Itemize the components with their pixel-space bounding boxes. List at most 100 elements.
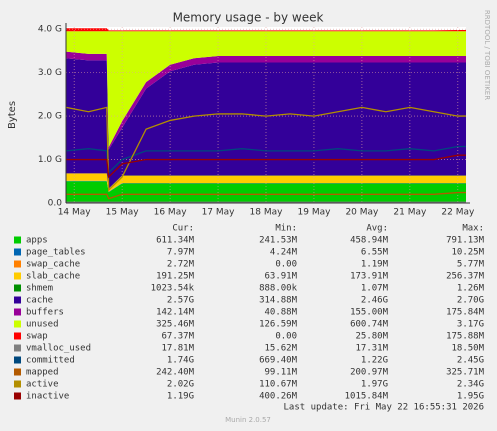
legend-value: 2.46G [361, 296, 388, 306]
legend-value: 67.37M [161, 332, 194, 342]
legend-value: 173.91M [350, 272, 389, 282]
x-tick-label: 17 May [202, 208, 236, 218]
legend-swatch [14, 308, 21, 316]
legend-value: 175.84M [446, 308, 485, 318]
area-swap [66, 28, 466, 32]
legend-value: 1.22G [361, 356, 388, 366]
legend-value: 3.17G [457, 320, 484, 330]
legend-value: 0.00 [275, 332, 297, 342]
legend-value: 191.25M [156, 272, 195, 282]
legend-value: 791.13M [446, 236, 485, 246]
legend-value: 1.19G [167, 392, 194, 402]
legend-value: 1.95G [457, 392, 484, 402]
legend-value: 1023.54k [151, 284, 195, 294]
footer: Last update: Fri May 22 16:55:31 2026 [284, 403, 484, 413]
legend-value: 6.55M [361, 248, 389, 258]
y-tick-label: 0.0 [48, 199, 63, 209]
legend-header: Avg: [366, 224, 388, 234]
legend-value: 2.57G [167, 296, 194, 306]
legend-value: 18.50M [451, 344, 484, 354]
legend-value: 241.53M [259, 236, 298, 246]
x-tick-label: 18 May [250, 208, 284, 218]
legend-value: 1.74G [167, 356, 194, 366]
legend-value: 126.59M [259, 320, 298, 330]
legend-label: page_tables [26, 248, 86, 258]
legend-value: 1015.84M [345, 392, 389, 402]
legend-value: 325.46M [156, 320, 195, 330]
legend-value: 110.67M [259, 380, 298, 390]
legend-swatch [14, 284, 21, 292]
legend-swatch [14, 344, 21, 352]
legend-swatch [14, 320, 21, 328]
legend-value: 2.70G [457, 296, 484, 306]
y-tick-label: 3.0 G [38, 68, 62, 78]
version: Munin 2.0.57 [225, 416, 271, 424]
legend-label: apps [26, 236, 48, 246]
legend-header: Max: [462, 224, 484, 234]
legend-value: 175.88M [446, 332, 485, 342]
legend-value: 17.81M [161, 344, 194, 354]
line-mapped [66, 191, 466, 200]
legend-label: committed [26, 356, 75, 366]
legend-label: mapped [26, 368, 59, 378]
legend-swatch [14, 392, 21, 400]
legend-value: 99.11M [264, 368, 297, 378]
legend-swatch [14, 368, 21, 376]
legend-label: active [26, 380, 59, 390]
legend-value: 25.80M [355, 332, 388, 342]
line-inactive [66, 154, 466, 179]
legend-value: 1.19M [361, 260, 389, 270]
legend-label: inactive [26, 392, 69, 402]
legend-value: 2.45G [457, 356, 484, 366]
legend-value: 669.40M [259, 356, 298, 366]
x-tick-label: 14 May [58, 208, 92, 218]
legend-swatch [14, 380, 21, 388]
legend-value: 611.34M [156, 236, 195, 246]
legend-value: 0.00 [275, 260, 297, 270]
chart-title: Memory usage - by week [173, 11, 324, 25]
legend-header: Cur: [172, 224, 194, 234]
legend-value: 15.62M [264, 344, 297, 354]
y-axis-label: Bytes [7, 101, 18, 129]
legend-value: 200.97M [350, 368, 389, 378]
legend-value: 242.40M [156, 368, 195, 378]
legend-value: 7.97M [167, 248, 195, 258]
legend-swatch [14, 272, 21, 280]
legend-label: swap_cache [26, 260, 80, 270]
legend-value: 5.77M [457, 260, 485, 270]
legend-value: 63.91M [264, 272, 297, 282]
y-tick-label: 1.0 G [38, 155, 62, 165]
legend-value: 155.00M [350, 308, 389, 318]
area-unused [66, 31, 466, 148]
legend-label: unused [26, 320, 59, 330]
legend-value: 40.88M [264, 308, 297, 318]
x-tick-label: 20 May [345, 208, 379, 218]
x-tick-label: 19 May [298, 208, 332, 218]
line-committed [65, 145, 466, 174]
legend-value: 256.37M [446, 272, 485, 282]
legend-value: 458.94M [350, 236, 389, 246]
legend-value: 2.72M [167, 260, 195, 270]
legend-value: 2.34G [457, 380, 484, 390]
area-swap_cache [66, 180, 466, 192]
legend-label: shmem [26, 284, 53, 294]
legend-swatch [14, 332, 21, 340]
x-tick-label: 21 May [393, 208, 427, 218]
legend-value: 2.02G [167, 380, 194, 390]
legend-value: 888.00k [259, 284, 298, 294]
legend-swatch [14, 356, 21, 364]
side-label: RRDTOOL / TOBI OETIKER [483, 10, 491, 100]
area-buffers [66, 51, 466, 150]
legend-value: 142.14M [156, 308, 195, 318]
legend-label: buffers [26, 308, 64, 318]
y-tick-label: 4.0 G [38, 25, 62, 35]
area-slab_cache [66, 173, 466, 192]
x-tick-label: 22 May [441, 208, 475, 218]
legend-label: slab_cache [26, 272, 80, 282]
legend-swatch [14, 296, 21, 304]
legend-value: 600.74M [350, 320, 389, 330]
legend-swatch [14, 260, 21, 268]
x-tick-label: 15 May [106, 208, 140, 218]
legend-value: 325.71M [446, 368, 485, 378]
